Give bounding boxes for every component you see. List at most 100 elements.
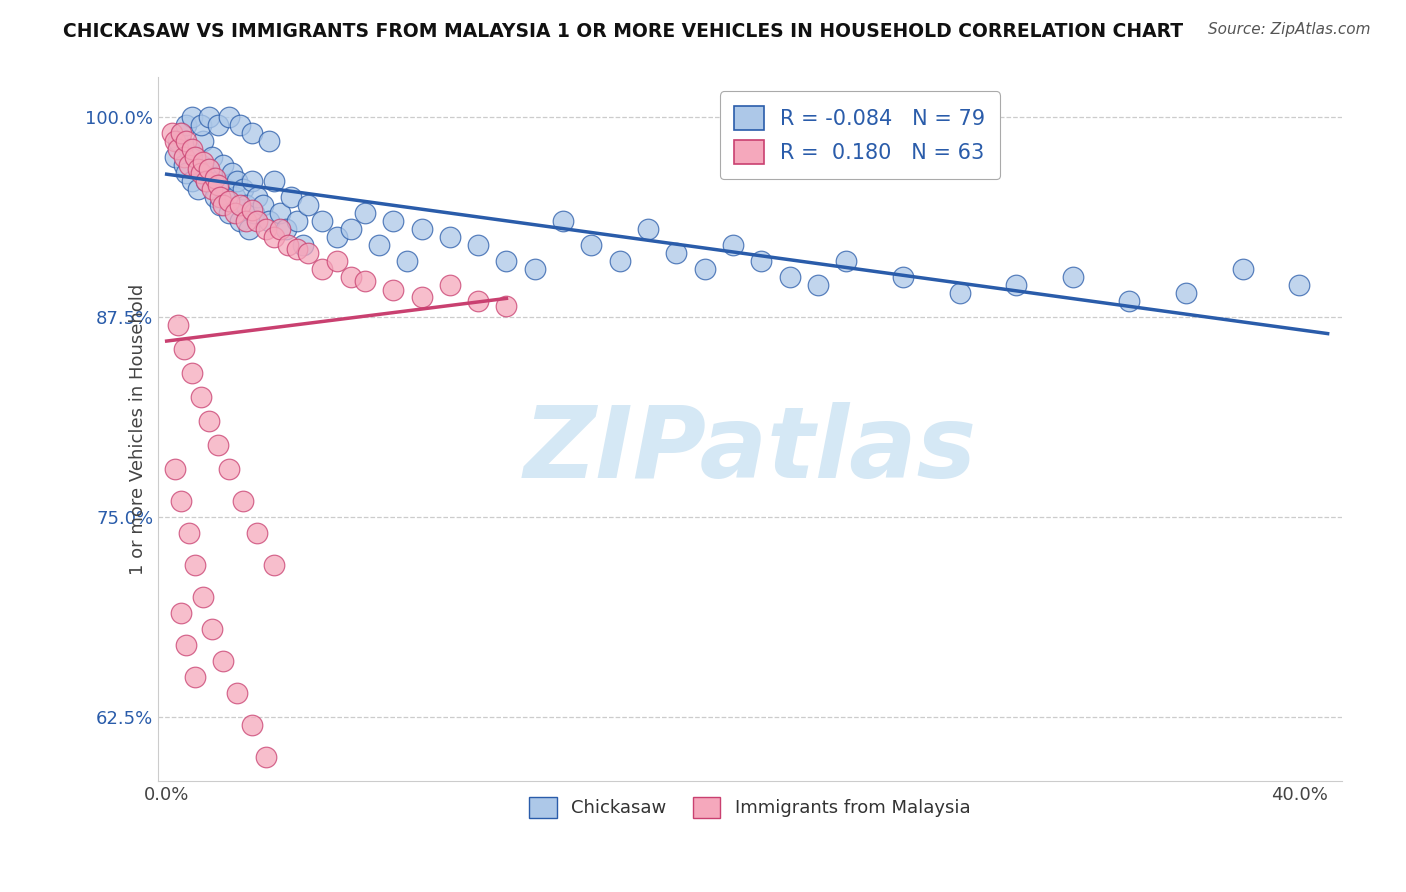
Point	[354, 273, 377, 287]
Point	[254, 222, 277, 236]
Point	[226, 174, 249, 188]
Point	[243, 206, 266, 220]
Point	[204, 190, 226, 204]
Point	[246, 526, 269, 541]
Point	[291, 238, 314, 252]
Point	[170, 127, 193, 141]
Point	[382, 283, 405, 297]
Point	[246, 214, 269, 228]
Point	[173, 150, 195, 164]
Point	[229, 198, 252, 212]
Point	[207, 178, 229, 192]
Point	[224, 190, 246, 204]
Point	[195, 174, 218, 188]
Point	[165, 135, 187, 149]
Y-axis label: 1 or more Vehicles in Household: 1 or more Vehicles in Household	[129, 284, 148, 574]
Point	[181, 142, 204, 156]
Point	[212, 158, 235, 172]
Point	[170, 127, 193, 141]
Point	[467, 294, 489, 309]
Point	[176, 166, 198, 180]
Point	[240, 127, 263, 141]
Point	[637, 222, 659, 236]
Point	[297, 246, 319, 260]
Point	[226, 686, 249, 700]
Point	[221, 166, 243, 180]
Point	[218, 462, 240, 476]
Point	[190, 390, 212, 404]
Point	[523, 262, 546, 277]
Point	[948, 286, 970, 301]
Point	[201, 150, 224, 164]
Text: CHICKASAW VS IMMIGRANTS FROM MALAYSIA 1 OR MORE VEHICLES IN HOUSEHOLD CORRELATIO: CHICKASAW VS IMMIGRANTS FROM MALAYSIA 1 …	[63, 22, 1184, 41]
Point	[240, 174, 263, 188]
Point	[184, 670, 207, 684]
Point	[201, 182, 224, 196]
Point	[179, 526, 201, 541]
Point	[835, 254, 858, 268]
Point	[209, 198, 232, 212]
Point	[184, 150, 207, 164]
Point	[311, 262, 333, 277]
Point	[176, 135, 198, 149]
Point	[209, 190, 232, 204]
Point	[891, 270, 914, 285]
Point	[252, 198, 274, 212]
Point	[181, 111, 204, 125]
Point	[235, 214, 257, 228]
Point	[551, 214, 574, 228]
Point	[269, 206, 291, 220]
Point	[439, 278, 461, 293]
Point	[339, 270, 361, 285]
Point	[181, 174, 204, 188]
Point	[254, 750, 277, 764]
Point	[193, 135, 215, 149]
Point	[274, 222, 297, 236]
Point	[179, 142, 201, 156]
Point	[240, 718, 263, 732]
Point	[170, 494, 193, 508]
Point	[229, 214, 252, 228]
Point	[263, 174, 285, 188]
Point	[411, 289, 433, 303]
Point	[232, 494, 254, 508]
Point	[807, 278, 830, 293]
Point	[207, 438, 229, 452]
Point	[207, 174, 229, 188]
Point	[198, 166, 221, 180]
Text: Source: ZipAtlas.com: Source: ZipAtlas.com	[1208, 22, 1371, 37]
Point	[285, 214, 308, 228]
Point	[167, 318, 190, 333]
Point	[235, 198, 257, 212]
Point	[201, 622, 224, 636]
Point	[190, 158, 212, 172]
Point	[467, 238, 489, 252]
Point	[212, 654, 235, 668]
Point	[354, 206, 377, 220]
Point	[285, 242, 308, 256]
Point	[238, 222, 260, 236]
Point	[229, 119, 252, 133]
Point	[167, 142, 190, 156]
Point	[198, 111, 221, 125]
Point	[218, 206, 240, 220]
Point	[693, 262, 716, 277]
Point	[193, 155, 215, 169]
Point	[215, 182, 238, 196]
Point	[311, 214, 333, 228]
Point	[190, 166, 212, 180]
Point	[184, 150, 207, 164]
Point	[339, 222, 361, 236]
Point	[368, 238, 391, 252]
Point	[224, 206, 246, 220]
Point	[325, 230, 347, 244]
Point	[1062, 270, 1084, 285]
Legend: Chickasaw, Immigrants from Malaysia: Chickasaw, Immigrants from Malaysia	[522, 789, 977, 825]
Point	[1175, 286, 1198, 301]
Point	[176, 638, 198, 652]
Point	[382, 214, 405, 228]
Point	[263, 558, 285, 573]
Point	[665, 246, 688, 260]
Point	[439, 230, 461, 244]
Point	[749, 254, 772, 268]
